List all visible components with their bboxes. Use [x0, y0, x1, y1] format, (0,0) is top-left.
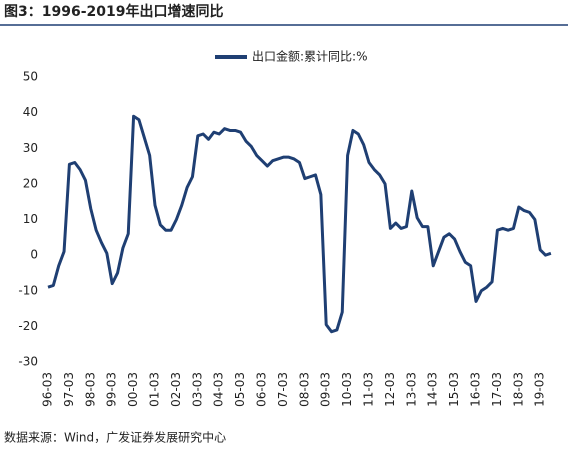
x-tick-label: 12-03: [383, 372, 397, 407]
x-tick-label: 18-03: [511, 372, 525, 407]
y-tick-label: -10: [18, 283, 38, 297]
y-tick-label: -30: [18, 355, 38, 369]
x-tick-label: 17-03: [490, 372, 504, 407]
legend-label: 出口金额:累计同比:%: [252, 49, 368, 64]
x-tick-label: 99-03: [105, 372, 119, 407]
x-tick-label: 07-03: [276, 372, 290, 407]
x-tick-label: 04-03: [212, 372, 226, 407]
y-tick-label: 0: [30, 248, 38, 262]
chart-title: 图3：1996-2019年出口增速同比: [4, 3, 223, 20]
x-tick-label: 03-03: [190, 372, 204, 407]
y-tick-label: 20: [23, 176, 38, 190]
x-tick-label: 13-03: [404, 372, 418, 407]
y-tick-label: 30: [23, 141, 38, 155]
x-tick-label: 08-03: [297, 372, 311, 407]
source-note: 数据来源：Wind，广发证券发展研究中心: [4, 430, 226, 445]
y-tick-label: 10: [23, 212, 38, 226]
x-tick-label: 02-03: [169, 372, 183, 407]
x-tick-label: 10-03: [340, 372, 354, 407]
data-line: [47, 114, 552, 334]
y-tick-label: -20: [18, 319, 38, 333]
x-tick-label: 96-03: [41, 372, 55, 407]
x-tick-label: 05-03: [233, 372, 247, 407]
x-tick-label: 01-03: [148, 372, 162, 407]
x-tick-label: 97-03: [62, 372, 76, 407]
x-tick-label: 11-03: [362, 372, 376, 407]
x-tick-label: 16-03: [469, 372, 483, 407]
x-tick-label: 14-03: [426, 372, 440, 407]
x-tick-label: 19-03: [533, 372, 547, 407]
y-tick-label: 40: [23, 105, 38, 119]
x-tick-label: 06-03: [255, 372, 269, 407]
y-tick-label: 50: [23, 70, 38, 84]
x-tick-label: 98-03: [83, 372, 97, 407]
x-tick-label: 00-03: [126, 372, 140, 407]
x-tick-label: 15-03: [447, 372, 461, 407]
x-tick-label: 09-03: [319, 372, 333, 407]
